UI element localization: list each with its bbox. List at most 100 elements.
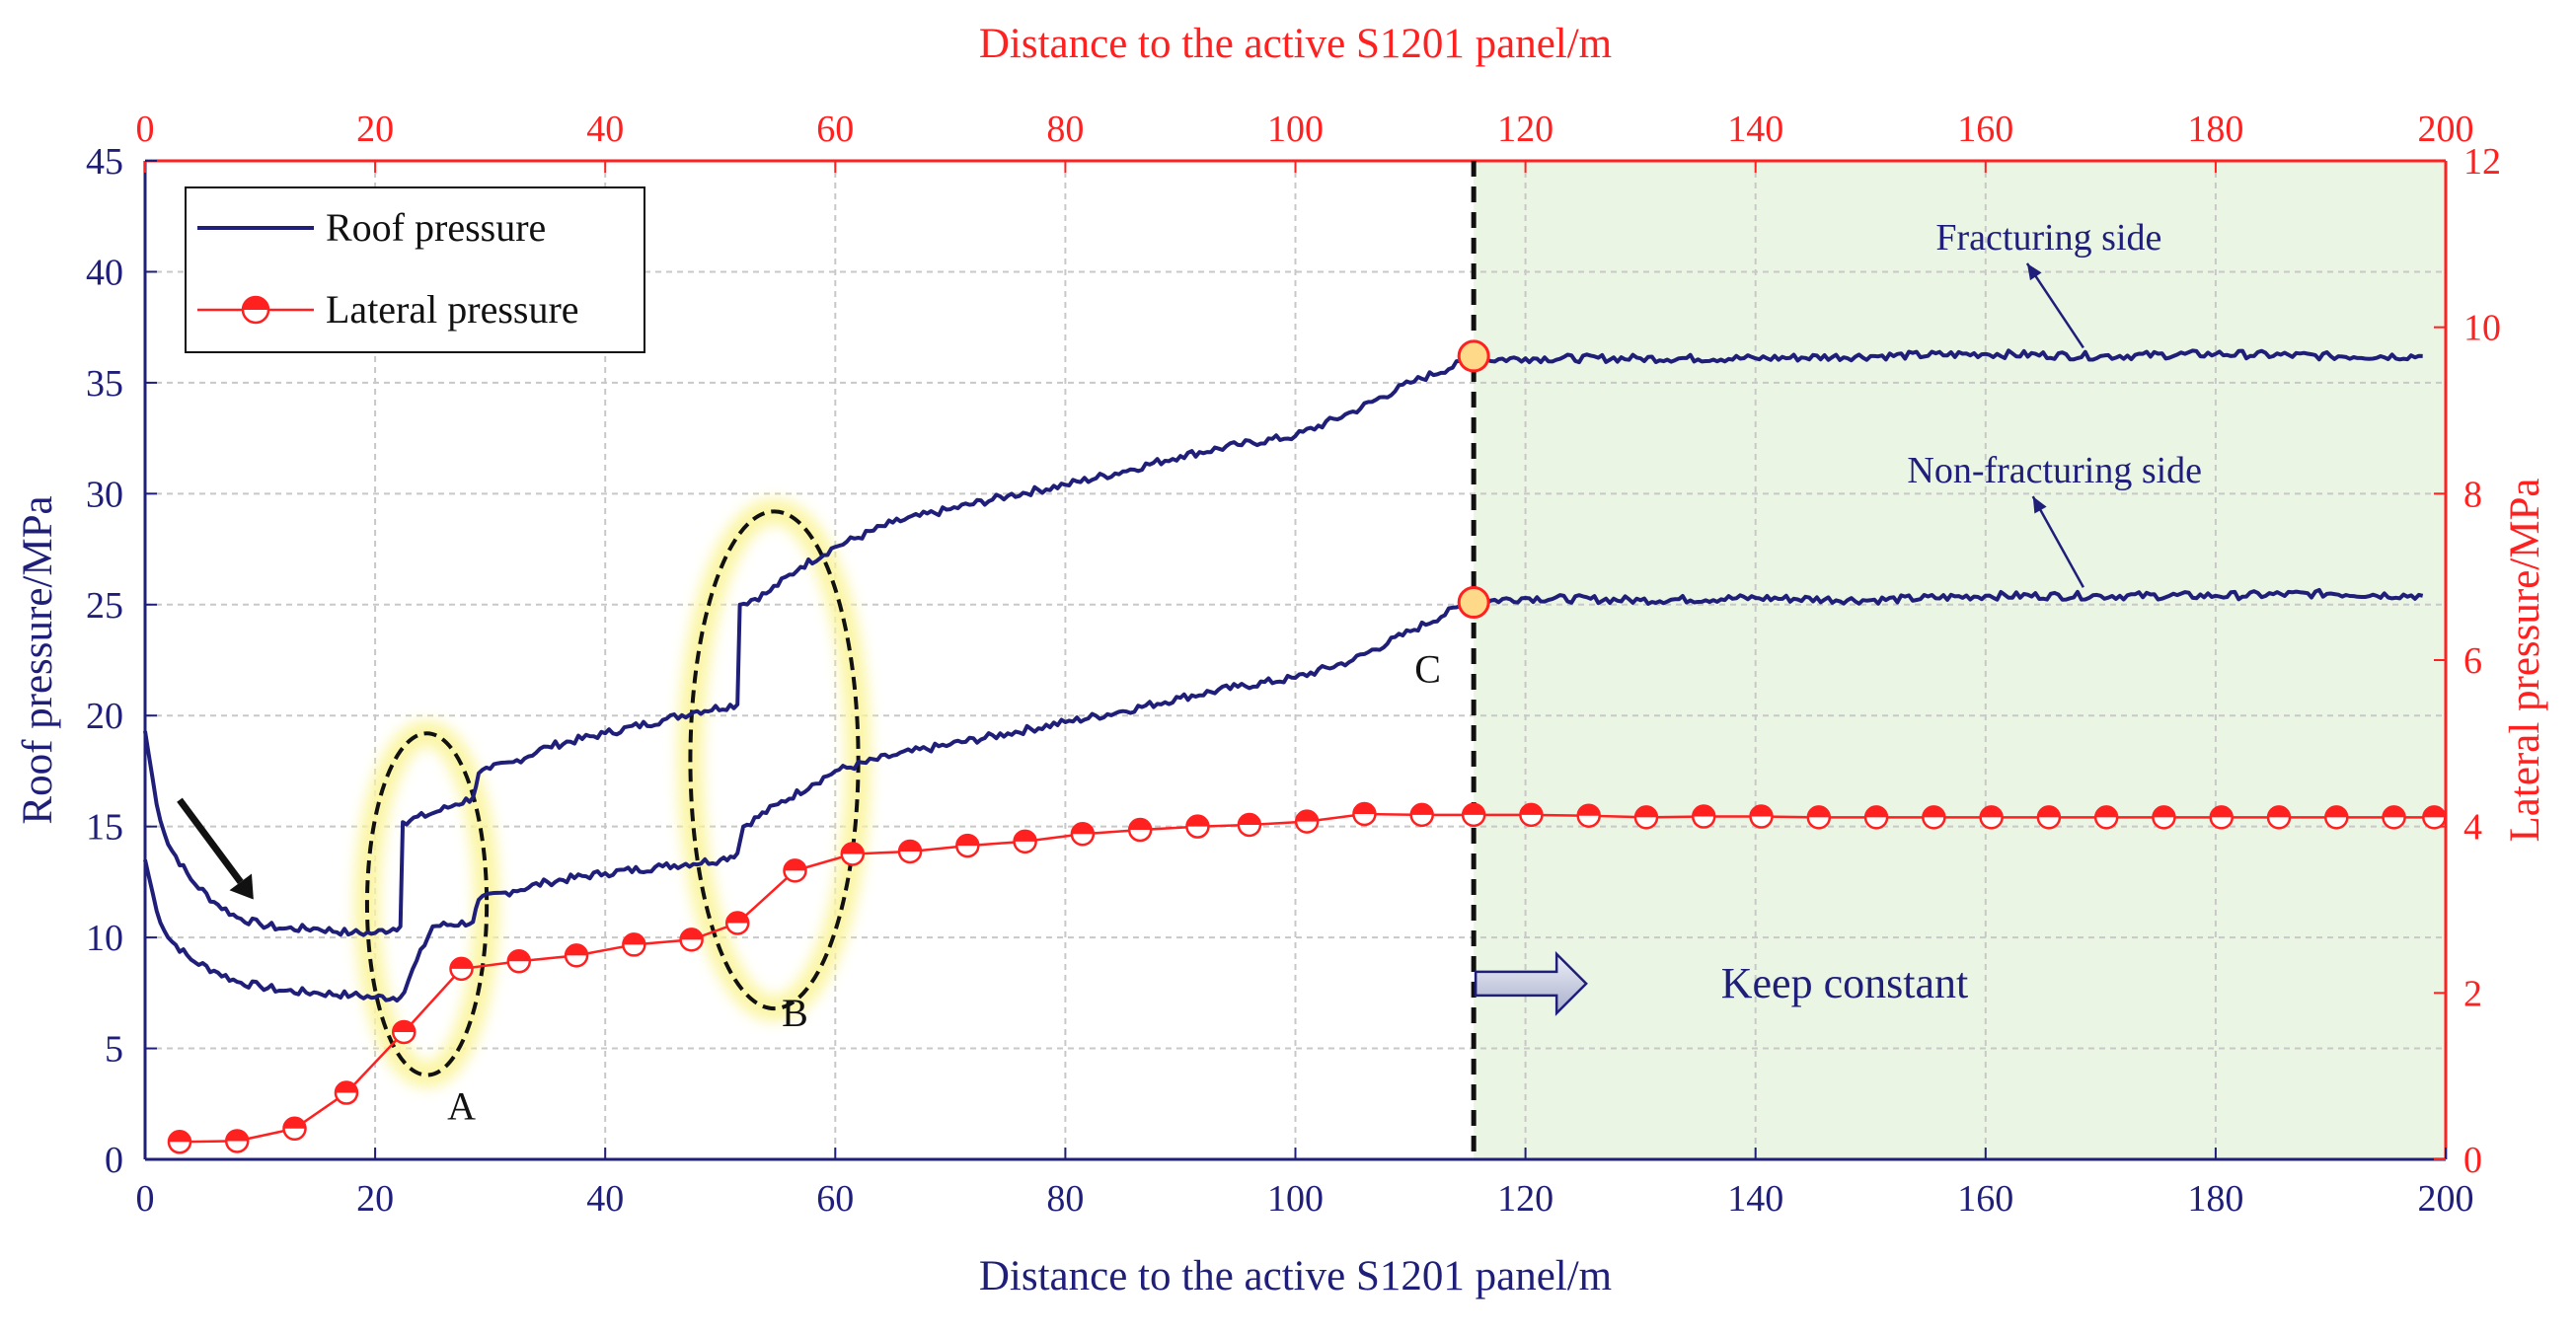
y-left-tick-label: 15 (86, 807, 123, 849)
x-tick-label-top: 40 (586, 109, 624, 150)
marker-outline (1461, 802, 1486, 828)
marker-outline (1576, 803, 1601, 828)
lateral-pressure-point (1576, 803, 1601, 828)
lateral-pressure-point (2036, 805, 2062, 830)
marker-outline (2152, 805, 2176, 830)
marker-outline (1922, 805, 1946, 830)
y-left-tick-label: 0 (105, 1140, 123, 1181)
marker-outline (622, 932, 646, 957)
marker-outline (955, 833, 980, 858)
lateral-pressure-markers (167, 801, 2447, 1154)
x-tick-label-top: 120 (1497, 109, 1553, 150)
marker-outline (1633, 805, 1659, 830)
marker-outline (1806, 805, 1832, 830)
lateral-pressure-point (1749, 804, 1774, 829)
lateral-pressure-point (897, 839, 923, 864)
y-right-tick-label: 4 (2463, 807, 2482, 849)
marker-outline (391, 1019, 417, 1045)
x-tick-label-top: 200 (2418, 109, 2474, 150)
lateral-pressure-point (1070, 822, 1096, 847)
annotation-arrow-head (2026, 262, 2042, 281)
marker-outline (1185, 814, 1210, 839)
marker-outline (1127, 817, 1153, 843)
x-axis-title-top: Distance to the active S1201 panel/m (979, 21, 1612, 67)
lateral-pressure-point (622, 932, 646, 957)
x-tick-label-top: 60 (816, 109, 854, 150)
y-left-tick-label: 30 (86, 474, 123, 515)
y-left-tick-label: 10 (86, 918, 123, 959)
marker-top-half (243, 297, 268, 310)
ellipse-a (364, 731, 490, 1077)
x-tick-label-bottom: 140 (1727, 1178, 1783, 1220)
marker-outline (167, 1130, 192, 1154)
lateral-pressure-point (840, 842, 866, 866)
annotation-fracturing-side: Fracturing side (1935, 217, 2161, 259)
trend-arrow-shaft (177, 797, 244, 884)
lateral-pressure-point (1409, 802, 1434, 828)
x-tick-label-top: 0 (136, 109, 155, 150)
lateral-pressure-point (2266, 805, 2292, 830)
marker-outline (1749, 804, 1774, 829)
x-axis-title-bottom: Distance to the active S1201 panel/m (979, 1253, 1612, 1299)
marker-outline (1863, 805, 1889, 830)
x-tick-label-top: 20 (356, 109, 394, 150)
legend-roof-label: Roof pressure (326, 205, 546, 250)
x-tick-label-top: 160 (1957, 109, 2013, 150)
marker-outline (1294, 809, 1320, 834)
annotation-arrow-shaft (2025, 262, 2084, 349)
highlight-point (1457, 586, 1490, 620)
x-tick-label-top: 80 (1046, 109, 1084, 150)
y-right-tick-label: 8 (2463, 474, 2482, 515)
lateral-pressure-point (2093, 805, 2119, 830)
marker-outline (564, 943, 589, 968)
marker-outline (334, 1080, 359, 1105)
marker-outline (1979, 805, 2004, 830)
lateral-pressure-point (1519, 802, 1544, 828)
y-right-tick-label: 10 (2463, 308, 2501, 349)
fracturing-side-line (143, 348, 2423, 937)
lateral-pressure-point (2209, 805, 2234, 830)
lateral-pressure-point (224, 1129, 250, 1153)
legend: Roof pressure Lateral pressure (185, 186, 645, 353)
marker-outline (1013, 829, 1037, 854)
lateral-pressure-point (955, 833, 980, 858)
highlight-point (1457, 339, 1490, 373)
annotations: A B C Fracturing side Non-fracturing side Kee… (177, 217, 2202, 1129)
y-axis-title-right: Lateral pressure/MPa (2502, 479, 2548, 843)
marker-outline (2382, 805, 2406, 830)
y-left-tick-label: 35 (86, 363, 123, 405)
lateral-pressure-point (391, 1019, 417, 1045)
x-tick-label-bottom: 160 (1957, 1178, 2013, 1220)
lateral-pressure-point (2152, 805, 2176, 830)
lateral-pressure-point (1294, 809, 1320, 834)
marker-outline (2324, 805, 2349, 830)
plot-frame (143, 159, 2448, 1161)
lateral-pressure-point (1461, 802, 1486, 828)
y-right-tick-label: 12 (2463, 141, 2501, 183)
lateral-pressure-point (2422, 805, 2447, 830)
trend-arrow-head (229, 873, 254, 900)
tick-labels: 0020204040606080801001001201201401401601… (86, 109, 2501, 1220)
non-fracturing-side-line (143, 587, 2424, 1003)
lateral-pressure-point (679, 927, 704, 952)
y-left-tick-label: 5 (105, 1029, 123, 1071)
x-tick-label-bottom: 180 (2187, 1178, 2243, 1220)
marker-outline (679, 927, 704, 952)
marker-outline (783, 858, 807, 883)
lateral-pressure-point (1863, 805, 1889, 830)
marker-outline (449, 956, 474, 982)
x-tick-label-top: 180 (2187, 109, 2243, 150)
x-tick-label-bottom: 20 (356, 1178, 394, 1220)
lateral-pressure-point (1352, 801, 1377, 827)
y-left-tick-label: 25 (86, 585, 123, 627)
annotation-non-fracturing-side: Non-fracturing side (1907, 450, 2202, 491)
marker-outline (2266, 805, 2292, 830)
marker-outline (897, 839, 923, 864)
y-axis-title-left: Roof pressure/MPa (15, 495, 61, 824)
lateral-pressure-point (1633, 805, 1659, 830)
marker-outline (224, 1129, 250, 1153)
x-tick-label-bottom: 120 (1497, 1178, 1553, 1220)
marker-outline (2209, 805, 2234, 830)
lateral-pressure-point (1127, 817, 1153, 843)
